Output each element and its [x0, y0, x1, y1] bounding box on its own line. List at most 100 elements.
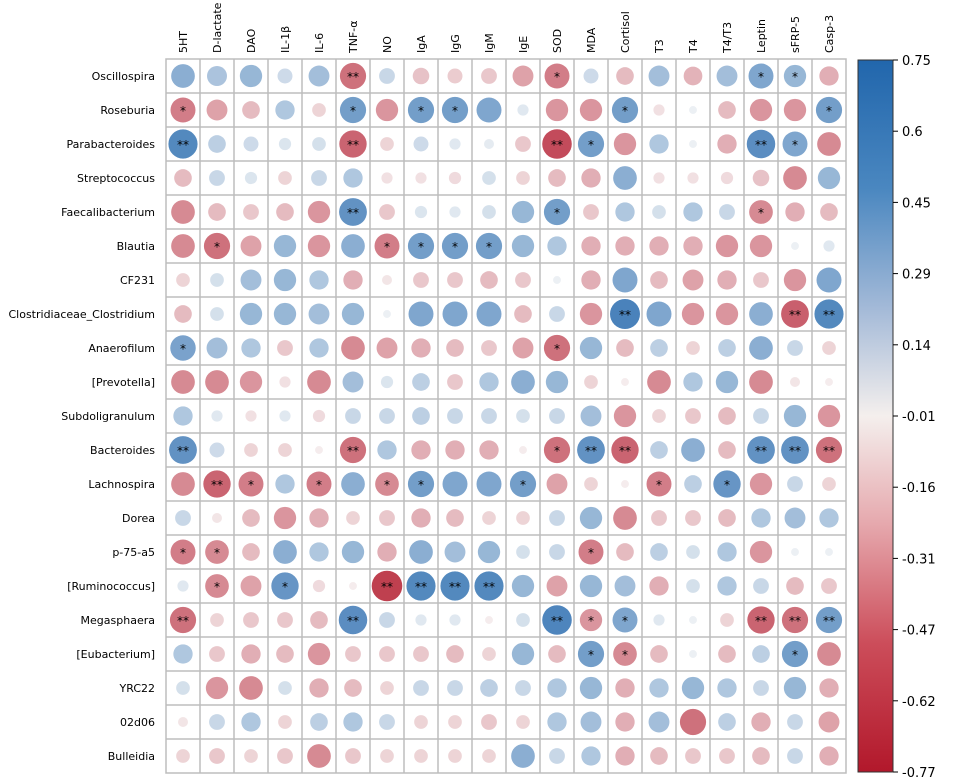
correlation-circle [516, 171, 530, 185]
correlation-circle [815, 436, 843, 464]
correlation-circle [171, 370, 195, 394]
correlation-circle [207, 66, 227, 86]
significance-mark: * [486, 240, 492, 254]
correlation-circle [171, 64, 195, 88]
correlation-circle [447, 680, 463, 696]
correlation-circle [273, 540, 297, 564]
colorbar-tick-label: 0.6 [902, 125, 923, 140]
correlation-circle [341, 540, 365, 564]
correlation-circle [653, 104, 665, 116]
correlation-circle [445, 440, 465, 460]
correlation-circle [783, 404, 807, 428]
row-label: [Prevotella] [92, 376, 155, 389]
correlation-circle [615, 746, 635, 766]
correlation-circle [613, 506, 637, 530]
significance-mark: * [588, 648, 594, 662]
correlation-circle [208, 135, 226, 153]
correlation-circle [615, 712, 635, 732]
correlation-circle [203, 470, 231, 498]
correlation-circle [444, 541, 466, 563]
significance-mark: * [826, 104, 832, 118]
correlation-circle [243, 612, 259, 628]
correlation-circle [718, 509, 736, 527]
correlation-circle [621, 480, 629, 488]
correlation-circle [685, 748, 701, 764]
correlation-circle [481, 714, 497, 730]
correlation-circle [748, 63, 774, 89]
column-label: Casp-3 [823, 15, 836, 53]
column-label: NO [381, 36, 394, 53]
correlation-circle [482, 511, 496, 525]
correlation-circle [747, 606, 775, 634]
correlation-circle [615, 678, 635, 698]
row-label: Clostridiaceae_Clostridium [8, 308, 155, 321]
significance-mark: * [418, 240, 424, 254]
row-label: Bacteroides [90, 444, 155, 457]
correlation-circle [413, 272, 429, 288]
correlation-circle [646, 301, 672, 327]
correlation-circle [413, 646, 429, 662]
correlation-circle [580, 711, 602, 733]
correlation-circle [408, 301, 434, 327]
correlation-circle [349, 582, 357, 590]
correlation-circle [715, 234, 739, 258]
correlation-circle [717, 678, 737, 698]
correlation-circle [577, 640, 605, 668]
correlation-circle [449, 138, 461, 150]
correlation-circle [822, 341, 836, 355]
row-label: Streptococcus [77, 172, 155, 185]
correlation-circle [684, 475, 702, 493]
correlation-circle [276, 203, 294, 221]
correlation-circle [580, 405, 602, 427]
correlation-circle [205, 676, 229, 700]
correlation-circle [716, 65, 738, 87]
column-label: SOD [551, 29, 564, 53]
correlation-circle [376, 337, 398, 359]
correlation-circle [174, 169, 192, 187]
correlation-circle [650, 271, 668, 289]
significance-mark: ** [483, 580, 495, 594]
correlation-circle [717, 270, 737, 290]
correlation-circle [309, 338, 329, 358]
correlation-circle [311, 170, 327, 186]
column-label: IgG [449, 34, 462, 53]
correlation-circle [482, 205, 496, 219]
correlation-circle [406, 571, 436, 601]
correlation-circle [616, 339, 634, 357]
correlation-circle [379, 646, 395, 662]
correlation-circle [170, 335, 196, 361]
correlation-circle [613, 132, 637, 156]
correlation-circle [681, 438, 705, 462]
correlation-circle [479, 440, 499, 460]
correlation-circle [718, 407, 736, 425]
correlation-circle [271, 572, 299, 600]
correlation-circle [382, 275, 392, 285]
correlation-circle [171, 234, 195, 258]
significance-mark: ** [347, 206, 359, 220]
correlation-circle [753, 680, 769, 696]
correlation-circle [448, 749, 462, 763]
correlation-circle [818, 711, 840, 733]
colorbar-tick-label: -0.31 [902, 552, 936, 567]
correlation-circle [312, 103, 326, 117]
correlation-circle [549, 408, 565, 424]
correlation-circle [169, 436, 197, 464]
correlation-circle [584, 375, 598, 389]
column-label: Cortisol [619, 11, 632, 53]
correlation-circle [718, 101, 736, 119]
correlation-circle [205, 370, 229, 394]
significance-marks: ** * * ** * * * * *** ** ** * ** *** * ** * * * *** ** *** ***… [177, 70, 835, 662]
correlation-circle [379, 204, 395, 220]
colorbar-gradient [857, 59, 894, 773]
correlation-circle [205, 574, 229, 598]
correlation-circle [411, 508, 431, 528]
significance-mark: * [554, 206, 560, 220]
significance-mark: ** [789, 444, 801, 458]
correlation-circle [343, 168, 363, 188]
significance-mark: * [792, 138, 798, 152]
correlation-circle [549, 544, 565, 560]
row-label: p-75-a5 [112, 546, 155, 559]
correlation-circle [346, 511, 360, 525]
correlation-circle [379, 68, 395, 84]
correlation-circle [407, 470, 435, 498]
